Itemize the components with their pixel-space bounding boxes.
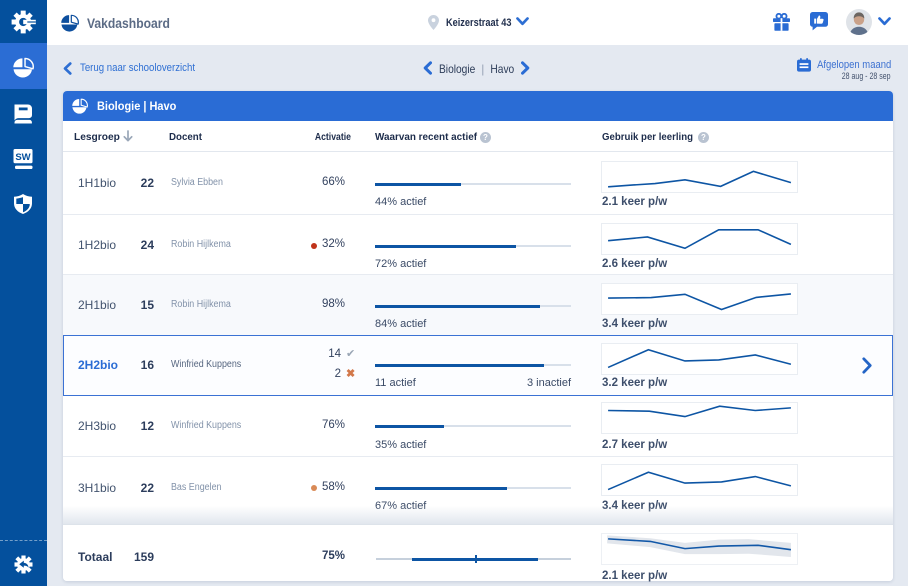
svg-text:?: ? xyxy=(483,133,488,142)
svg-text:?: ? xyxy=(701,133,706,142)
svg-text:SW: SW xyxy=(15,152,30,163)
